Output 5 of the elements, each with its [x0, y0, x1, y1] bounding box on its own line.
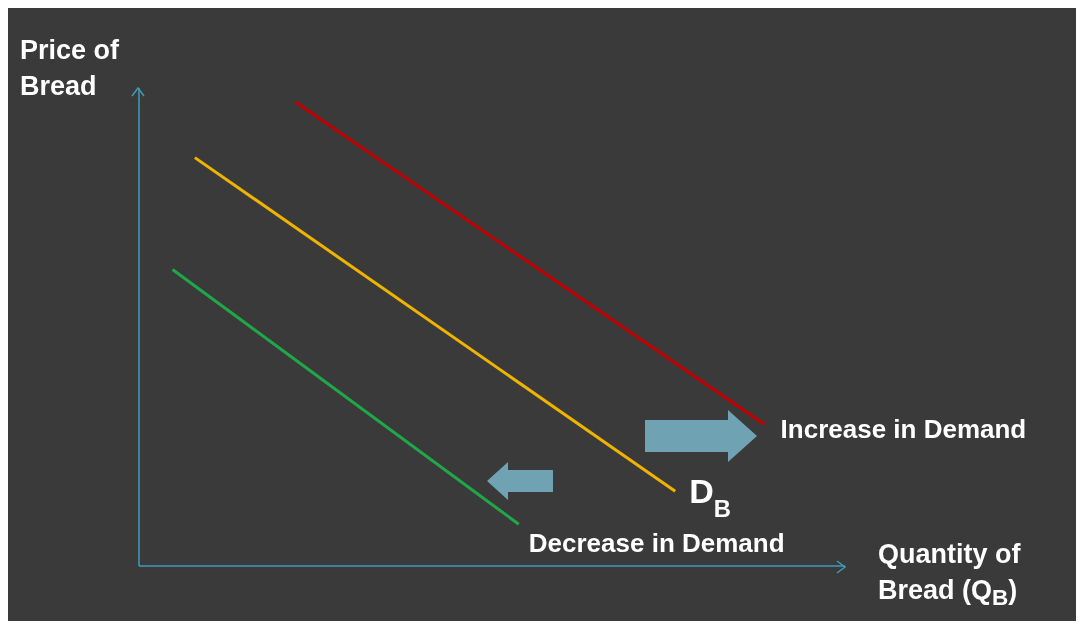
x-axis-title: Quantity of Bread (Q$_{B}$) — [878, 538, 1022, 613]
series-label: Increase in Demand — [780, 414, 1027, 445]
y-axis-title: Price of Bread — [20, 34, 121, 103]
series-label: Decrease in Demand — [528, 528, 785, 559]
series-label: D$_{B}$ — [689, 472, 731, 522]
